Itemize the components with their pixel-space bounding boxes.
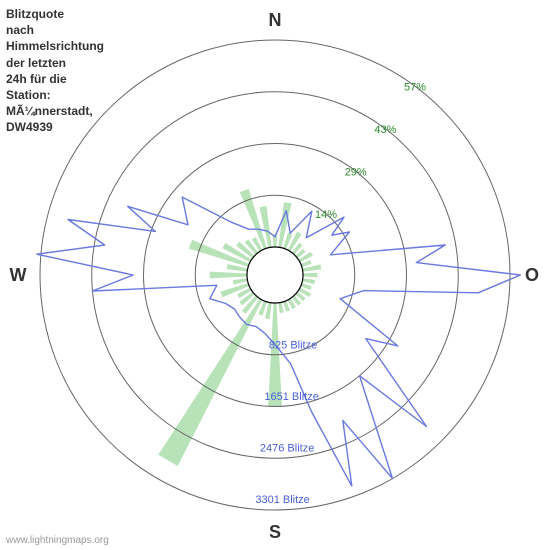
pct-ring-label: 43% <box>374 124 396 136</box>
blitz-ring-label: 2476 Blitze <box>260 443 314 455</box>
blitz-ring-label: 3301 Blitze <box>255 494 309 506</box>
center-hub <box>247 247 303 303</box>
pct-ring-label: 14% <box>315 209 337 221</box>
bar-wedge <box>278 302 283 313</box>
bar-wedge <box>283 301 290 312</box>
bar-wedge <box>301 260 312 267</box>
bar-wedge <box>210 272 247 279</box>
blitz-ring-label: 1651 Blitze <box>264 391 318 403</box>
cardinal-label: S <box>269 522 281 542</box>
cardinal-label: N <box>269 10 282 30</box>
pct-ring-label: 29% <box>345 166 367 178</box>
bar-wedge <box>221 283 250 297</box>
bar-wedge <box>302 278 315 284</box>
bar-wedge <box>265 302 272 319</box>
pct-ring-label: 57% <box>404 82 426 94</box>
polar-chart: 14% 29% 43% 57% 825 Blitze 1651 Blitze 2476 Bl… <box>0 0 550 550</box>
cardinal-label: W <box>10 265 27 285</box>
blitz-ring-label: 825 Blitze <box>269 339 317 351</box>
cardinal-label: O <box>525 265 539 285</box>
bar-wedge <box>303 273 317 277</box>
bar-wedge <box>233 278 248 284</box>
bar-wedge <box>301 283 312 290</box>
